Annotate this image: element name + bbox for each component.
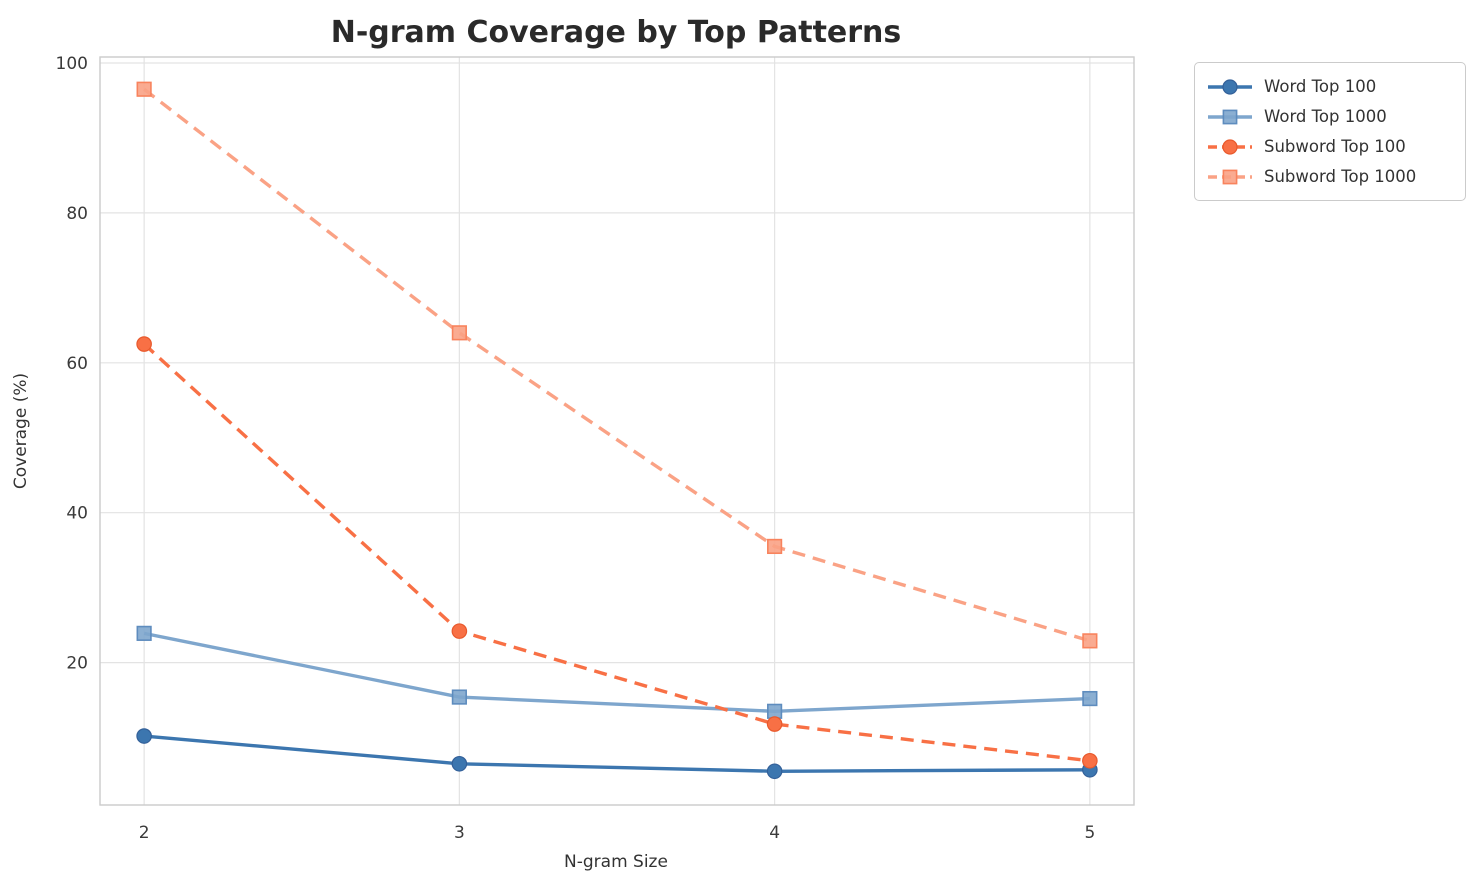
series-subword-top-100 — [136, 336, 1098, 769]
marker-word-top-1000-x3 — [451, 689, 467, 705]
marker-subword-top-1000-x5 — [1082, 633, 1098, 649]
plot-border — [99, 56, 1135, 806]
marker-subword-top-100-x3 — [451, 623, 468, 639]
series-word-top-100 — [136, 728, 1098, 780]
legend-glyph-word-top-100 — [1208, 78, 1252, 95]
legend-glyph-word-top-1000 — [1208, 109, 1252, 124]
series-line-subword-top-1000 — [143, 87, 1091, 643]
legend-marker-circle — [1222, 138, 1238, 155]
chart-title: N-gram Coverage by Top Patterns — [331, 15, 902, 50]
y-tick-40: 40 — [66, 504, 88, 524]
marker-subword-top-100-x5 — [1082, 752, 1098, 769]
marker-word-top-100-x2 — [136, 728, 152, 744]
legend-label: Word Top 1000 — [1264, 107, 1387, 126]
gridlines — [100, 57, 1134, 805]
legend: Word Top 100 Word Top 1000 Subword Top 100… — [1194, 62, 1466, 201]
marker-subword-top-1000-x4 — [767, 538, 783, 555]
legend-glyph-subword-top-100 — [1208, 138, 1252, 155]
legend-item-subword-top-100: Subword Top 100 — [1206, 132, 1453, 161]
legend-item-subword-top-1000: Subword Top 1000 — [1206, 162, 1453, 191]
marker-subword-top-1000-x3 — [451, 325, 467, 341]
series-word-top-1000 — [136, 625, 1098, 719]
legend-glyph-subword-top-1000 — [1208, 169, 1252, 184]
legend-item-word-top-100: Word Top 100 — [1206, 72, 1453, 101]
x-axis-label: N-gram Size — [564, 852, 668, 872]
y-tick-80: 80 — [66, 204, 88, 224]
marker-word-top-1000-x2 — [136, 625, 152, 641]
legend-marker-circle — [1222, 78, 1238, 95]
series-line-subword-top-100 — [142, 342, 1091, 763]
x-tick-5: 5 — [1084, 823, 1095, 843]
y-tick-20: 20 — [66, 654, 88, 674]
legend-label: Word Top 100 — [1264, 77, 1377, 96]
legend-marker-square — [1222, 169, 1238, 184]
x-tick-2: 2 — [139, 823, 150, 843]
marker-subword-top-100-x4 — [766, 716, 783, 732]
marker-subword-top-1000-x2 — [136, 81, 152, 97]
marker-word-top-1000-x4 — [767, 703, 783, 719]
legend-label: Subword Top 1000 — [1264, 167, 1417, 186]
series-subword-top-1000 — [136, 81, 1098, 649]
series-line-word-top-100 — [143, 734, 1090, 773]
legend-marker-square — [1222, 109, 1238, 124]
series-line-word-top-1000 — [143, 631, 1090, 714]
x-tick-4: 4 — [769, 823, 780, 843]
marker-word-top-100-x4 — [766, 763, 783, 780]
legend-label: Subword Top 100 — [1264, 137, 1406, 156]
y-tick-100: 100 — [56, 54, 88, 74]
x-tick-3: 3 — [454, 823, 465, 843]
series-lines — [136, 81, 1098, 780]
marker-subword-top-100-x2 — [136, 336, 152, 352]
tick-labels: 20 40 60 80 100 2 3 4 5 — [56, 54, 1096, 843]
y-axis-label: Coverage (%) — [11, 373, 31, 489]
marker-word-top-100-x3 — [451, 755, 468, 772]
y-tick-60: 60 — [66, 354, 88, 374]
legend-item-word-top-1000: Word Top 1000 — [1206, 102, 1453, 131]
marker-word-top-1000-x5 — [1082, 690, 1098, 707]
